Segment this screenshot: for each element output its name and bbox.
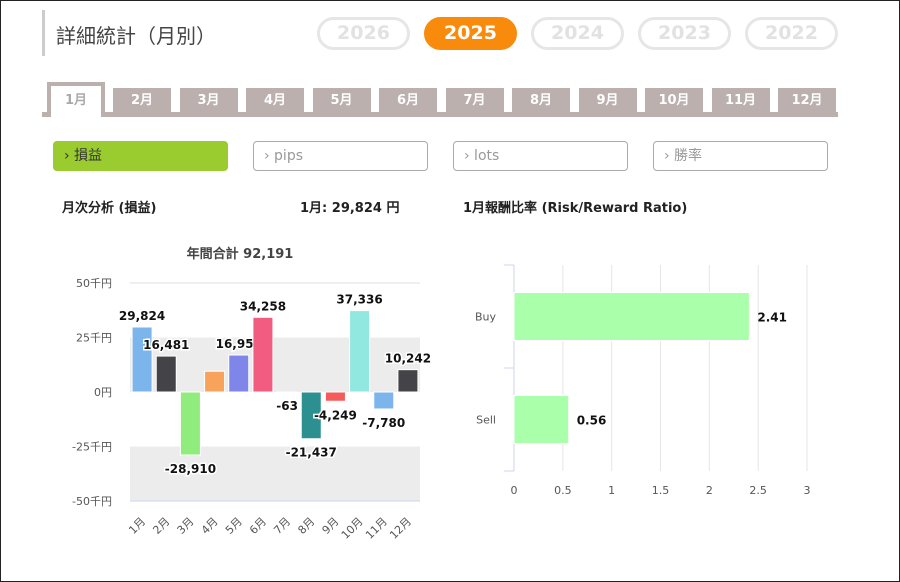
- tab-month-8[interactable]: 8月: [512, 88, 570, 114]
- y-tick-label: 50千円: [76, 277, 112, 290]
- data-label: 16,955: [216, 337, 262, 351]
- rr-title: 1月報酬比率 (Risk/Reward Ratio): [463, 201, 688, 216]
- x-tick-label: 2: [706, 484, 713, 497]
- data-label: 34,258: [240, 299, 286, 313]
- tab-underline: [42, 112, 838, 117]
- monthly-analysis-title: 月次分析 (損益): [62, 201, 157, 216]
- metric-button-2[interactable]: › lots: [453, 141, 628, 171]
- data-label: 10,242: [385, 352, 431, 366]
- year-2026[interactable]: 2026: [317, 17, 410, 50]
- bar-Sell[interactable]: [513, 395, 570, 444]
- tab-month-11[interactable]: 11月: [711, 88, 770, 114]
- data-label: -4,249: [314, 408, 357, 422]
- month-value: 1月: 29,824 円: [300, 201, 400, 216]
- metric-button-3[interactable]: › 勝率: [653, 141, 828, 171]
- bar-Buy[interactable]: [513, 292, 750, 341]
- bar-7月[interactable]: [276, 391, 298, 394]
- tab-month-5[interactable]: 5月: [312, 88, 371, 114]
- bar-5月[interactable]: [228, 354, 250, 393]
- bar-11月[interactable]: [373, 391, 395, 410]
- x-tick-label: 0: [511, 484, 518, 497]
- year-2024[interactable]: 2024: [531, 17, 624, 50]
- x-tick-label: 1.5: [652, 484, 670, 497]
- tab-month-3[interactable]: 3月: [179, 88, 238, 114]
- data-label: -7,780: [362, 416, 405, 430]
- y-category-label: Sell: [476, 414, 496, 427]
- title-accent: [42, 10, 45, 56]
- tab-month-2[interactable]: 2月: [113, 88, 171, 114]
- x-tick-label: 1: [608, 484, 615, 497]
- x-tick-label: 0.5: [554, 484, 572, 497]
- tab-month-10[interactable]: 10月: [645, 88, 703, 114]
- bar-9月[interactable]: [324, 391, 346, 402]
- bar-3月[interactable]: [179, 391, 201, 456]
- y-tick-label: -25千円: [72, 441, 112, 454]
- data-label: -21,437: [286, 446, 337, 460]
- page-title: 詳細統計（月別）: [56, 24, 216, 48]
- bar-12月[interactable]: [397, 369, 419, 393]
- data-label: 2.41: [757, 311, 787, 325]
- bar-6月[interactable]: [252, 316, 274, 393]
- tab-month-9[interactable]: 9月: [578, 88, 637, 114]
- tab-month-4[interactable]: 4月: [246, 88, 304, 114]
- metric-button-1[interactable]: › pips: [253, 141, 428, 171]
- plot-band: [130, 446, 420, 501]
- y-tick-label: 0円: [94, 386, 112, 399]
- year-2022[interactable]: 2022: [745, 17, 838, 50]
- bar-1月[interactable]: [131, 326, 153, 393]
- year-2025[interactable]: 2025: [424, 17, 517, 50]
- bar-8月[interactable]: [300, 391, 322, 440]
- metric-button-0[interactable]: › 損益: [53, 141, 228, 171]
- plot-band: [130, 337, 420, 392]
- x-tick-label: 3: [804, 484, 811, 497]
- year-2023[interactable]: 2023: [638, 17, 731, 50]
- y-tick-label: 25千円: [76, 332, 112, 345]
- annual-total: 年間合計 92,191: [187, 246, 294, 262]
- data-label: 16,481: [143, 338, 189, 352]
- tab-month-6[interactable]: 6月: [379, 88, 437, 114]
- y-category-label: Buy: [475, 311, 497, 324]
- data-label: 37,336: [336, 293, 382, 307]
- data-label: 29,824: [119, 309, 165, 323]
- tab-month-1[interactable]: 1月: [47, 82, 105, 117]
- bar-4月[interactable]: [204, 370, 226, 393]
- bar-2月[interactable]: [155, 355, 177, 393]
- data-label: -63: [276, 399, 298, 413]
- tab-month-7[interactable]: 7月: [445, 88, 504, 114]
- data-label: 0.56: [577, 414, 607, 428]
- x-tick-label: 2.5: [749, 484, 767, 497]
- data-label: -28,910: [165, 462, 216, 476]
- y-tick-label: -50千円: [72, 495, 112, 508]
- tab-month-12[interactable]: 12月: [778, 88, 836, 114]
- bar-10月[interactable]: [349, 310, 371, 393]
